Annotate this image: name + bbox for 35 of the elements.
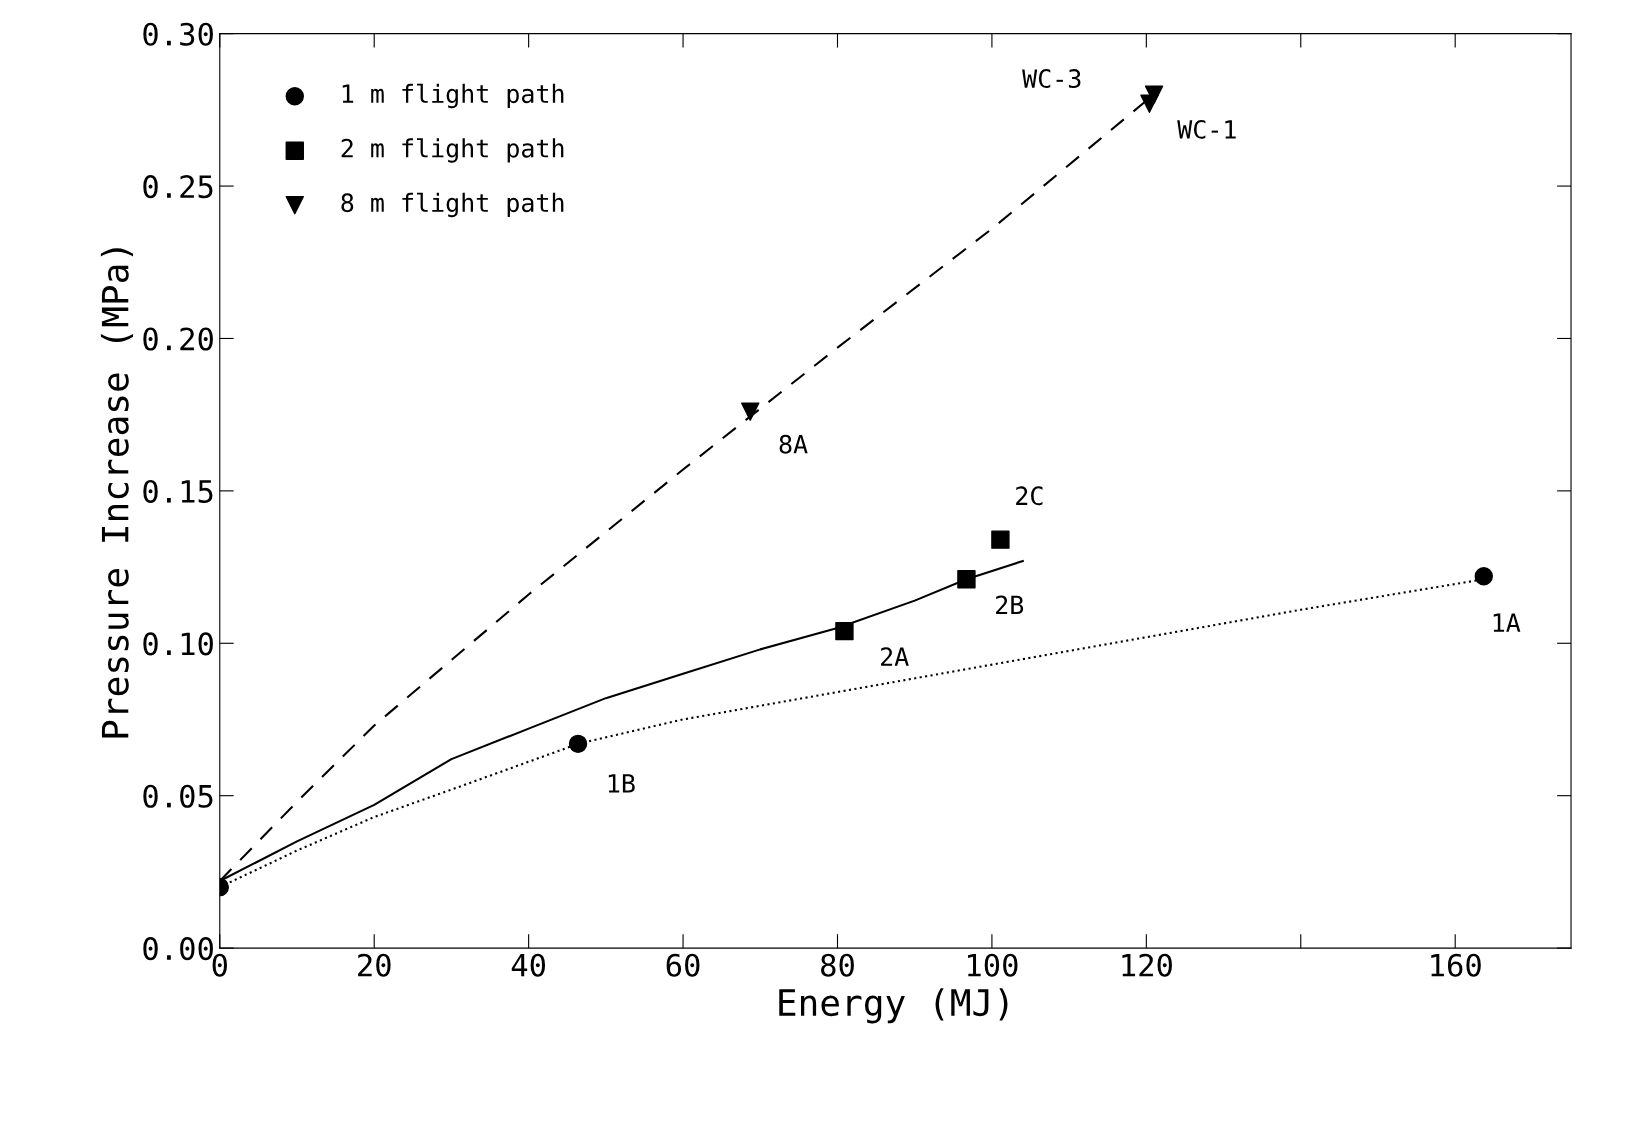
point xyxy=(991,530,1010,549)
y-tick-label: 0.10 xyxy=(143,632,213,656)
annotation: 8A xyxy=(779,434,808,454)
x-tick-label: 80 xyxy=(821,953,854,977)
annotation: 1B xyxy=(608,774,635,793)
x-tick-label: 0 xyxy=(212,953,227,977)
point xyxy=(957,570,976,589)
annotation: WC-3 xyxy=(1022,69,1081,89)
x-tick-label: 100 xyxy=(968,953,1018,977)
y-tick-label: 0.05 xyxy=(143,784,213,808)
x-tick-label: 160 xyxy=(1431,953,1481,977)
annotation: 1A xyxy=(1493,613,1521,632)
annotation: 2A xyxy=(881,647,909,666)
y-tick-label: 0.00 xyxy=(143,937,213,961)
y-tick-label: 0.15 xyxy=(143,479,213,503)
x-tick-label: 20 xyxy=(358,953,391,977)
annotation: 2C xyxy=(1016,486,1043,506)
x-tick-label: 120 xyxy=(1122,953,1172,977)
point xyxy=(1144,85,1164,104)
point xyxy=(835,621,854,641)
point xyxy=(741,402,760,421)
legend-label: 2 m flight path xyxy=(341,138,564,163)
x-tick-label: 40 xyxy=(511,953,546,977)
annotation: WC-1 xyxy=(1177,119,1236,139)
x-tick-label: 60 xyxy=(666,953,700,977)
point xyxy=(568,734,588,754)
legend-label: 1 m flight path xyxy=(342,83,564,109)
legend-label: 8 m flight path xyxy=(341,192,564,218)
y-tick-label: 0.20 xyxy=(143,327,213,351)
x-axis-title: Energy (MJ) xyxy=(779,988,1008,1024)
y-tick-label: 0.30 xyxy=(143,22,213,46)
annotation: 2B xyxy=(996,595,1024,614)
y-tick-label: 0.25 xyxy=(143,175,213,199)
point xyxy=(1474,567,1493,586)
y-axis-title: Pressure Increase (MPa) xyxy=(100,248,134,738)
